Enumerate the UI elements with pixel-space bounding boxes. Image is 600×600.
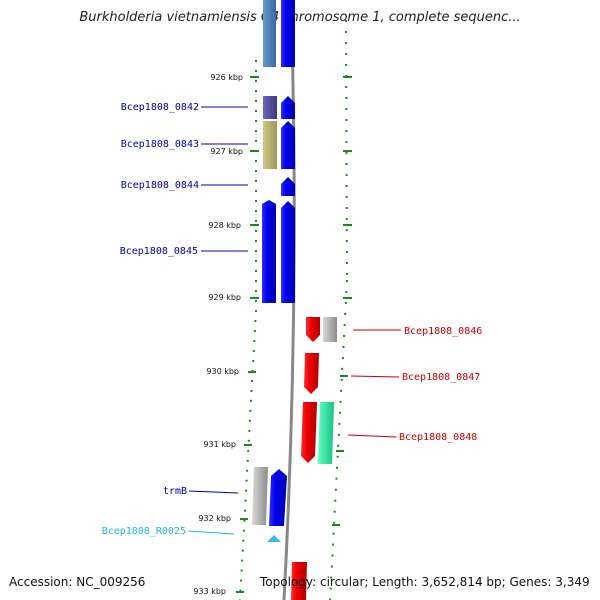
cog-feature-block[interactable] [263, 96, 277, 119]
rna-gene-arrow[interactable] [267, 535, 281, 542]
gene-label[interactable]: Bcep1808_0842 [121, 102, 199, 113]
forward-gene-arrow[interactable] [281, 96, 295, 119]
cog-feature-block[interactable] [263, 121, 277, 169]
tick-label: 931 kbp [203, 440, 236, 449]
forward-gene-arrow[interactable] [281, 201, 295, 303]
forward-gene-block[interactable] [281, 0, 295, 67]
cog-feature-block[interactable] [318, 402, 334, 464]
gene-label[interactable]: trmB [163, 486, 187, 497]
gene-label[interactable]: Bcep1808_R0025 [102, 526, 186, 537]
tick-label: 927 kbp [210, 147, 243, 156]
gene-label[interactable]: Bcep1808_0844 [121, 180, 199, 191]
cog-feature-block[interactable] [263, 0, 276, 67]
accession-label: Accession: NC_009256 [9, 575, 146, 589]
reverse-gene-arrow[interactable] [304, 353, 319, 394]
reverse-gene-arrow[interactable] [306, 317, 320, 342]
tick-label: 928 kbp [208, 221, 241, 230]
forward-gene-arrow[interactable] [262, 200, 276, 303]
label-leader-line [187, 530, 235, 535]
topology-label: Topology: circular; Length: 3,652,814 bp… [260, 575, 590, 589]
gene-label[interactable]: Bcep1808_0845 [120, 246, 198, 257]
reverse-gene-block[interactable] [291, 562, 307, 600]
tick-label: 926 kbp [210, 73, 243, 82]
reverse-gene-arrow[interactable] [301, 402, 317, 463]
label-leader-line [188, 490, 239, 494]
tick-label: 929 kbp [208, 293, 241, 302]
cog-feature-block[interactable] [252, 467, 268, 525]
forward-gene-arrow[interactable] [281, 177, 295, 196]
cog-feature-block[interactable] [323, 317, 337, 342]
left-ruler-track [239, 309, 257, 600]
label-leader-line [350, 375, 400, 378]
gene-label[interactable]: Bcep1808_0847 [402, 372, 480, 383]
tick-label: 933 kbp [193, 587, 226, 596]
tick-label: 932 kbp [198, 514, 231, 523]
forward-gene-arrow[interactable] [269, 469, 287, 526]
gene-label[interactable]: Bcep1808_0846 [404, 326, 482, 337]
gene-label[interactable]: Bcep1808_0848 [399, 432, 477, 443]
forward-gene-arrow[interactable] [281, 121, 295, 169]
label-leader-line [347, 434, 397, 438]
tick-label: 930 kbp [206, 367, 239, 376]
map-title: Burkholderia vietnamiensis G4 chromosome… [79, 10, 521, 25]
gene-label[interactable]: Bcep1808_0843 [121, 139, 199, 150]
